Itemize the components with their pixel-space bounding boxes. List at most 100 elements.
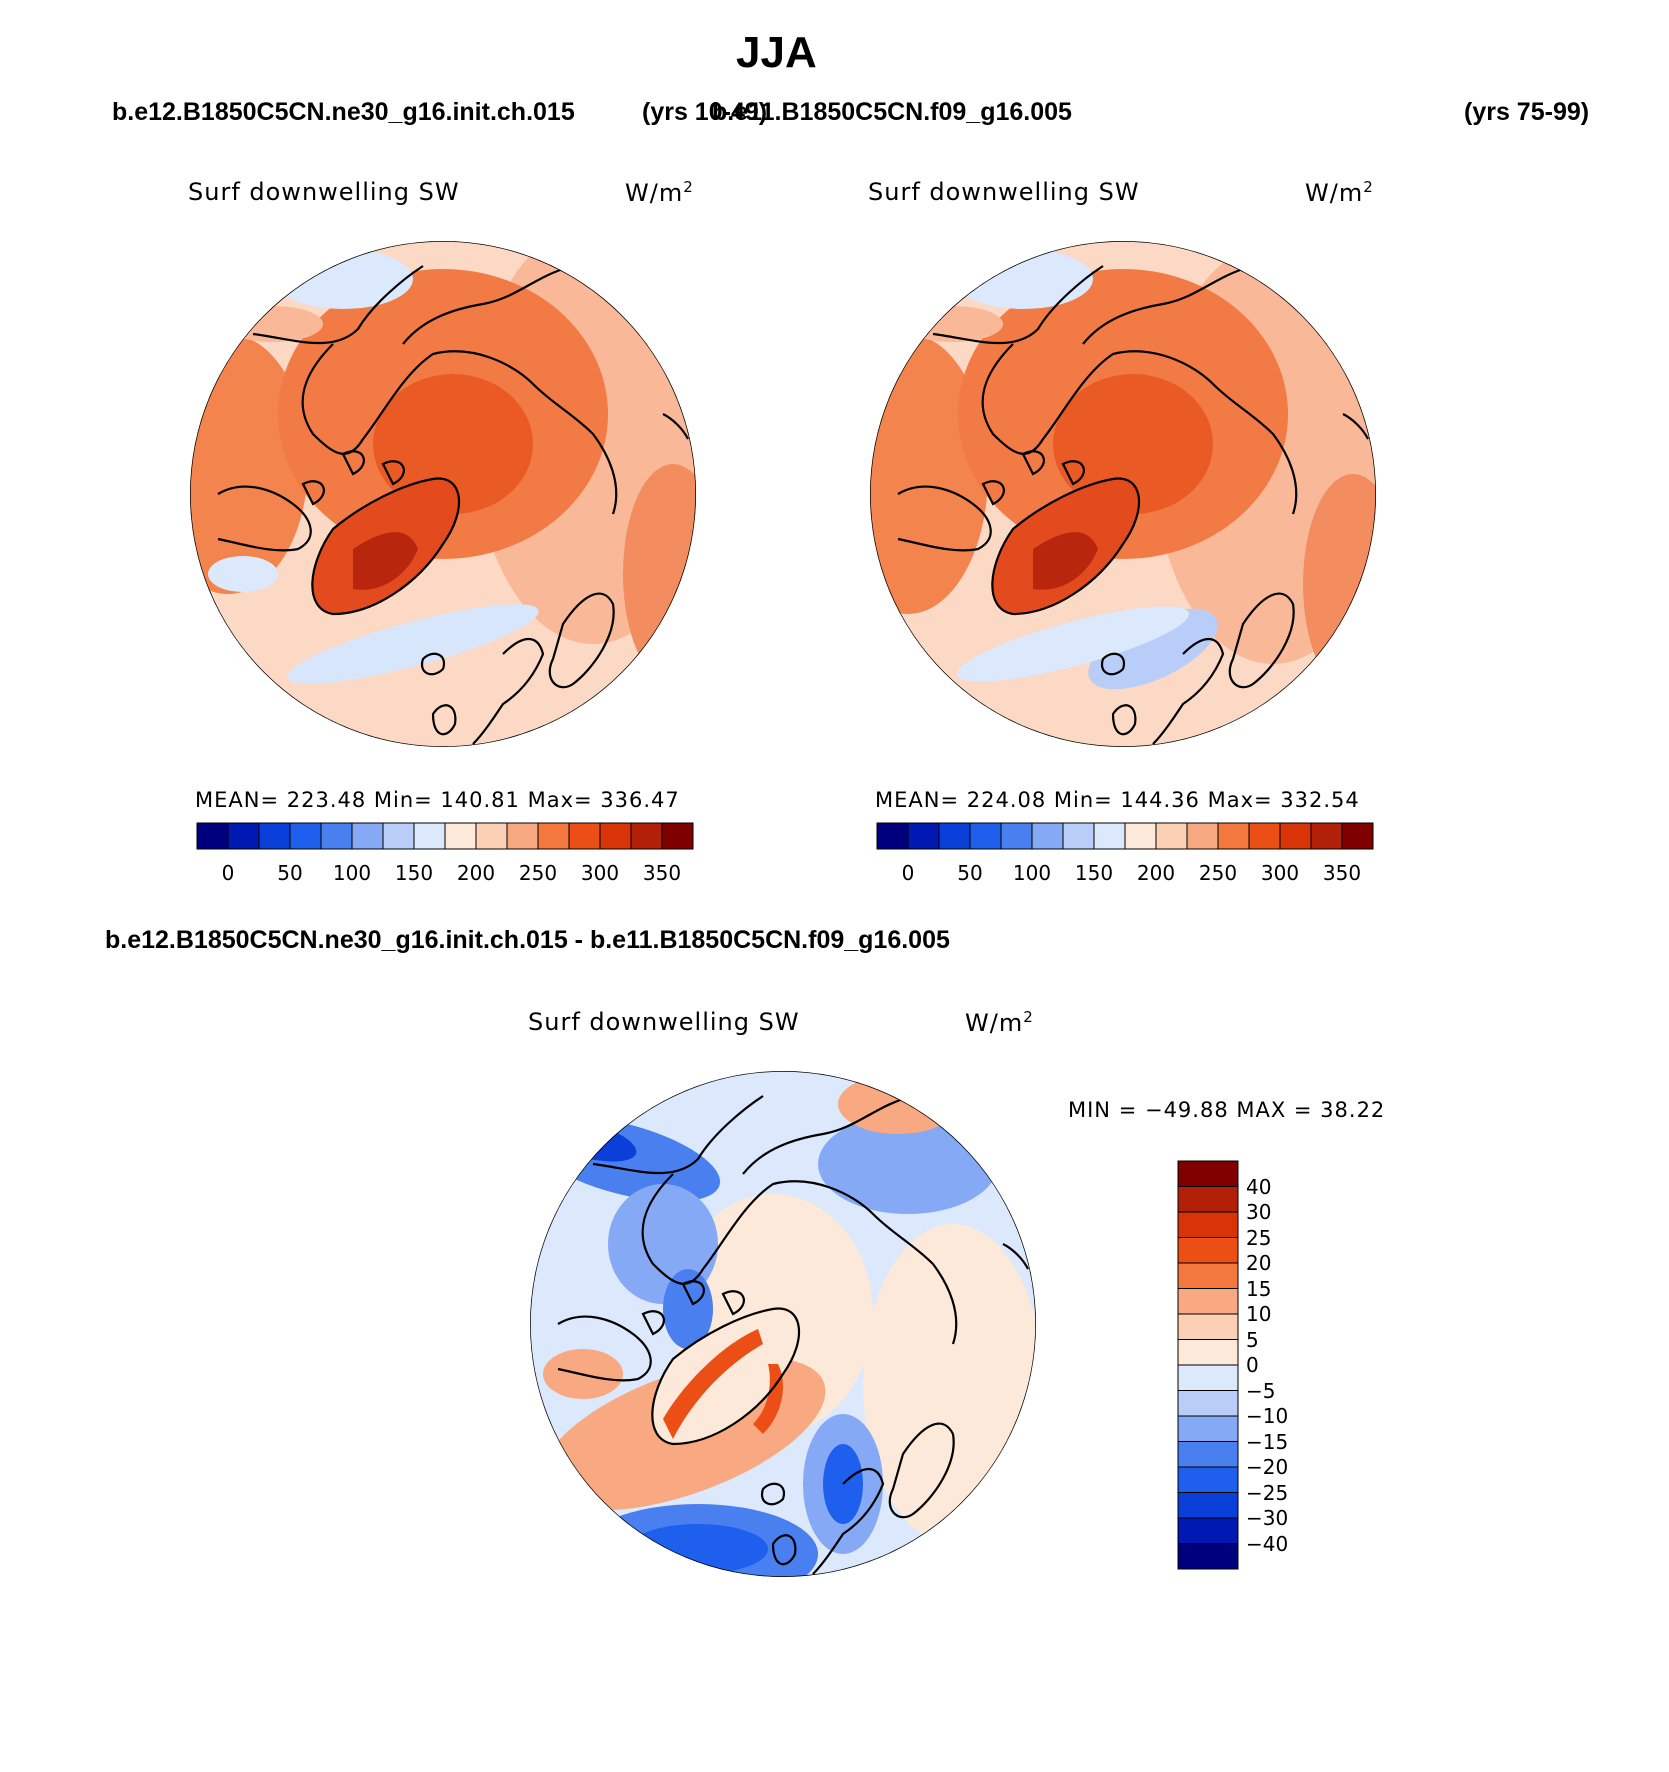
colorbar-label: 0 [1246,1353,1259,1377]
colorbar-label: −5 [1246,1378,1276,1403]
colorbar-label: −30 [1246,1506,1289,1530]
case1-years: (yrs 10-49) [642,98,768,126]
case2-name: b.e11.B1850C5CN.f09_g16.005 [712,98,1072,126]
colorbar-swatch [1177,1543,1239,1570]
panel2-units: W/m2 [1305,178,1374,207]
colorbar-swatch [258,822,291,850]
colorbar-swatch [1177,1466,1239,1493]
atlantic-low [287,604,539,684]
colorbar-label: 300 [580,861,620,885]
colorbar-swatch [1177,1313,1239,1340]
colorbar-label: 15 [1246,1276,1272,1301]
colorbar-label: 30 [1246,1200,1272,1224]
panel1-map [190,241,696,747]
colorbar-swatch [1279,822,1312,850]
colorbar-label: 5 [1246,1327,1259,1352]
colorbar-swatch [1124,822,1157,850]
colorbar-swatch [1310,822,1343,850]
colorbar-swatch [351,822,384,850]
colorbar-swatch [475,822,508,850]
colorbar-label: 250 [1198,861,1238,885]
colorbar-swatch [661,822,694,850]
panel2-colorbar [876,822,1374,850]
colorbar-label: 50 [957,861,983,885]
panel3-stats: MIN = −49.88 MAX = 38.22 [1068,1098,1386,1122]
colorbar-label: 150 [1074,861,1114,885]
colorbar-swatch [876,822,909,850]
colorbar-swatch [1177,1492,1239,1519]
colorbar-swatch [1217,822,1250,850]
colorbar-label: 150 [394,861,434,885]
colorbar-swatch [382,822,415,850]
colorbar-swatch [568,822,601,850]
colorbar-label: 25 [1246,1225,1272,1250]
case1-name: b.e12.B1850C5CN.ne30_g16.init.ch.015 [112,98,575,126]
panel2-stats: MEAN= 224.08 Min= 144.36 Max= 332.54 [875,788,1360,812]
colorbar-label: −10 [1246,1404,1289,1428]
colorbar-swatch [1177,1211,1239,1238]
colorbar-swatch [907,822,940,850]
colorbar-label: −25 [1246,1480,1289,1505]
colorbar-swatch [289,822,322,850]
panel3-variable: Surf downwelling SW [528,1008,800,1036]
colorbar-swatch [1177,1517,1239,1544]
colorbar-swatch [1177,1160,1239,1187]
colorbar-swatch [444,822,477,850]
colorbar-swatch [1177,1237,1239,1264]
coastlines [217,265,689,745]
colorbar-swatch [1177,1364,1239,1391]
colorbar-swatch [1000,822,1033,850]
pacific-field [190,334,308,594]
colorbar-label: −15 [1246,1429,1289,1454]
panel3-map [530,1071,1036,1577]
diff-header: b.e12.B1850C5CN.ne30_g16.init.ch.015 - b… [105,926,950,954]
colorbar-swatch [1031,822,1064,850]
colorbar-swatch [1177,1415,1239,1442]
colorbar-swatch [1341,822,1374,850]
colorbar-label: −20 [1246,1455,1289,1479]
panel1-stats: MEAN= 223.48 Min= 140.81 Max= 336.47 [195,788,680,812]
panel1-colorbar [196,822,694,850]
colorbar-swatch [1062,822,1095,850]
colorbar-swatch [938,822,971,850]
colorbar-label: 10 [1246,1302,1272,1326]
panel2-variable: Surf downwelling SW [868,178,1140,206]
colorbar-swatch [1177,1186,1239,1213]
colorbar-swatch [1248,822,1281,850]
colorbar-label: 100 [332,861,372,885]
colorbar-label: 50 [277,861,303,885]
colorbar-swatch [506,822,539,850]
diff-colorbar [1177,1160,1239,1570]
colorbar-swatch [196,822,229,850]
colorbar-swatch [1093,822,1126,850]
colorbar-swatch [1177,1262,1239,1289]
colorbar-swatch [227,822,260,850]
colorbar-swatch [413,822,446,850]
panel2-map [870,241,1376,747]
colorbar-swatch [1177,1288,1239,1315]
colorbar-label: 200 [1136,861,1176,885]
colorbar-label: 300 [1260,861,1300,885]
case2-years: (yrs 75-99) [1464,98,1590,126]
colorbar-swatch [1177,1339,1239,1366]
colorbar-label: 100 [1012,861,1052,885]
panel1-units: W/m2 [625,178,694,207]
panel1-variable: Surf downwelling SW [188,178,460,206]
colorbar-swatch [599,822,632,850]
colorbar-swatch [1177,1441,1239,1468]
colorbar-swatch [630,822,663,850]
colorbar-swatch [1186,822,1219,850]
colorbar-label: 20 [1246,1251,1272,1275]
colorbar-swatch [1177,1390,1239,1417]
panel3-units: W/m2 [965,1008,1034,1037]
colorbar-swatch [320,822,353,850]
colorbar-label: 0 [901,861,915,885]
colorbar-label: 200 [456,861,496,885]
colorbar-swatch [537,822,570,850]
colorbar-label: 40 [1246,1174,1272,1199]
page-title: JJA [736,28,817,77]
colorbar-label: −40 [1246,1531,1289,1556]
colorbar-label: 350 [1322,861,1362,885]
colorbar-label: 0 [221,861,235,885]
colorbar-label: 250 [518,861,558,885]
